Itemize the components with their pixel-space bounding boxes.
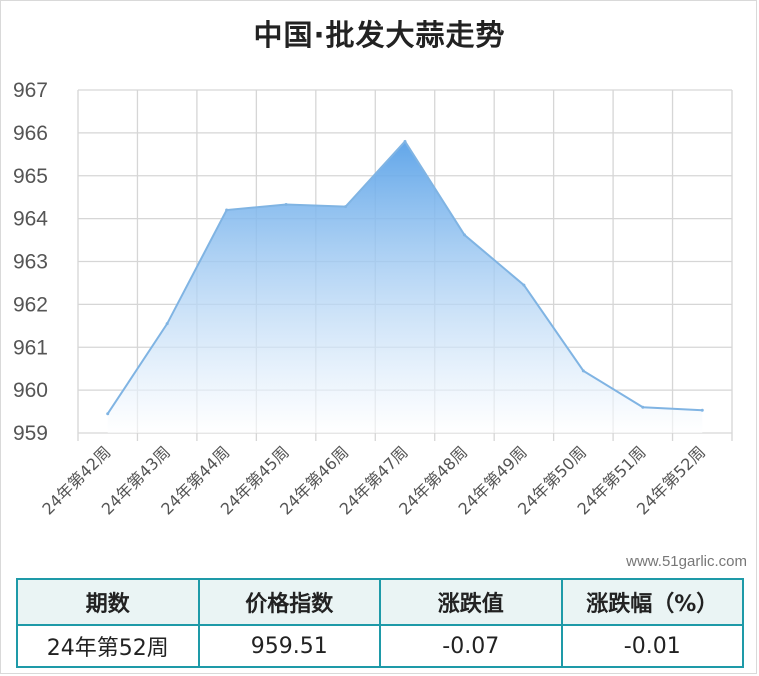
data-point <box>641 405 645 409</box>
watermark-text: www.51garlic.com <box>626 553 747 570</box>
area-fill <box>107 141 703 433</box>
y-tick-label: 966 <box>13 122 48 145</box>
y-tick-label: 964 <box>13 208 48 231</box>
y-tick-label: 959 <box>13 422 48 445</box>
data-point <box>581 369 585 373</box>
value-change-value: -0.07 <box>379 624 563 668</box>
data-point <box>225 208 229 212</box>
y-tick-label: 963 <box>13 251 48 274</box>
header-change-value: 涨跌值 <box>379 578 563 626</box>
y-tick-label: 962 <box>13 293 48 316</box>
summary-header-row: 期数 价格指数 涨跌值 涨跌幅（%） <box>16 578 744 626</box>
data-point <box>284 202 288 206</box>
header-period: 期数 <box>16 578 200 626</box>
summary-table: 期数 价格指数 涨跌值 涨跌幅（%） 24年第52周 959.51 -0.07 … <box>16 578 744 668</box>
area-chart: 959 960 961 962 963 964 965 966 967 24年第42周24年第4… <box>13 79 733 519</box>
value-price-index: 959.51 <box>197 624 381 668</box>
area-series <box>106 139 704 433</box>
chart-title: 中国·批发大蒜走势 <box>253 18 506 52</box>
value-change-percent: -0.01 <box>560 624 744 668</box>
data-point <box>700 408 704 412</box>
data-point <box>344 205 348 209</box>
summary-value-row: 24年第52周 959.51 -0.07 -0.01 <box>16 624 744 668</box>
data-point <box>106 412 110 416</box>
data-point <box>403 139 407 143</box>
y-tick-label: 965 <box>13 165 48 188</box>
data-point <box>165 322 169 326</box>
y-tick-label: 960 <box>13 379 48 402</box>
y-tick-label: 961 <box>13 336 48 359</box>
x-axis-ticks: 24年第42周24年第43周24年第44周24年第45周24年第46周24年第4… <box>38 442 709 518</box>
value-period: 24年第52周 <box>16 624 200 668</box>
y-axis-ticks: 959 960 961 962 963 964 965 966 967 <box>13 79 48 445</box>
data-point <box>522 283 526 287</box>
y-tick-label: 967 <box>13 79 48 102</box>
header-change-percent: 涨跌幅（%） <box>560 578 744 626</box>
data-point <box>462 233 466 237</box>
header-price-index: 价格指数 <box>197 578 381 626</box>
